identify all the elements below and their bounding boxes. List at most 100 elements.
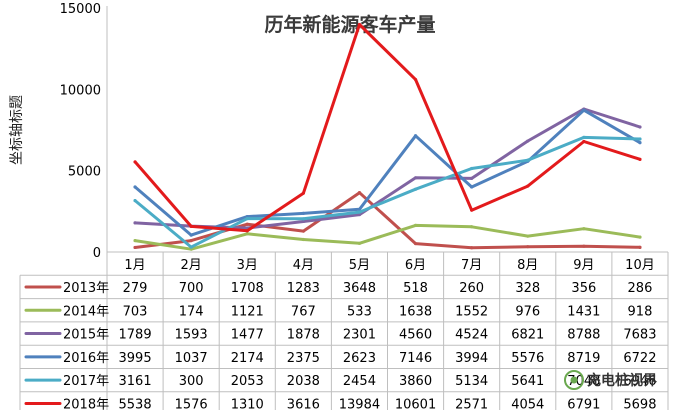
data-point [526,139,530,143]
data-point [582,227,586,231]
data-table-cell: 7683 [623,328,656,343]
data-point [582,139,586,144]
data-point [413,241,418,246]
data-table-cell: 3616 [287,397,320,410]
x-tick-label: 6月 [405,258,426,273]
data-table-cell: 3860 [399,374,432,389]
data-point [413,176,418,180]
data-table-cell: 1037 [175,351,208,366]
data-table-cell: 2174 [231,351,264,366]
data-point [638,235,642,239]
data-table-cell: 518 [403,281,428,296]
data-table-cell: 2375 [287,351,320,366]
data-table-cell: 5576 [511,351,544,366]
data-point [526,234,530,238]
data-table-cell: 279 [123,281,148,296]
data-point [526,184,530,188]
data-point [638,157,642,161]
data-table-cell: 4054 [511,397,544,410]
data-point [357,212,362,217]
data-point [301,219,305,224]
data-table-cell: 10601 [395,397,436,410]
data-point [245,232,249,236]
data-table-cell: 1593 [175,328,208,343]
data-table-cell: 2623 [343,351,376,366]
data-point [638,125,642,129]
data-point [357,241,362,245]
x-tick-label: 10月 [625,258,655,273]
data-table-cell: 286 [628,281,653,296]
data-table-cell: 5134 [455,374,488,389]
data-point [189,245,193,249]
data-table-cell: 5698 [623,397,656,410]
data-table-cell: 1431 [567,304,600,319]
legend-label: 2017年 [63,374,109,389]
watermark-logo-icon [564,370,584,390]
data-table-cell: 5538 [119,397,152,410]
data-point [133,221,137,225]
x-tick-label: 7月 [461,258,482,273]
data-table-cell: 6946 [623,374,656,389]
data-table-cell: 4524 [455,328,488,343]
data-point [301,217,305,221]
data-point [133,160,137,164]
data-point [413,223,418,227]
data-table-cell: 8788 [567,328,600,343]
data-point [357,22,362,27]
y-tick-label: 0 [93,246,101,261]
series-line-3 [133,108,642,237]
data-point [470,208,474,212]
data-table-cell: 6791 [567,397,600,410]
data-table-cell: 1878 [287,328,320,343]
data-table-cell: 533 [347,304,372,319]
data-table-cell: 1121 [231,304,264,319]
watermark-text: 充电桩视界 [587,372,658,389]
x-tick-label: 8月 [517,258,538,273]
data-table-cell: 976 [515,304,540,319]
data-point [133,198,137,203]
data-table-cell: 1576 [175,397,208,410]
data-table-cell: 8719 [567,351,600,366]
data-point [470,246,474,250]
data-point [470,166,474,171]
data-point [189,233,193,237]
data-point [526,158,530,162]
y-tick-label: 15000 [60,2,101,17]
data-table-cell: 3161 [119,374,152,389]
data-point [357,207,362,211]
data-table-cell: 5641 [511,374,544,389]
data-point [189,224,193,228]
data-point [470,225,474,229]
watermark-logo-dot [570,376,578,384]
data-table-cell: 1708 [231,281,264,296]
data-table-cell: 7146 [399,351,432,366]
data-point [245,217,249,221]
data-table-cell: 356 [571,281,596,296]
chart-title: 历年新能源客车产量 [264,13,435,36]
data-table-cell: 3994 [455,351,488,366]
data-table-cell: 6821 [511,328,544,343]
data-table-cell: 767 [291,304,316,319]
legend-label: 2016年 [63,351,109,366]
data-table-cell: 3995 [119,351,152,366]
data-point [245,229,249,233]
x-tick-label: 9月 [573,258,594,273]
data-table-cell: 1552 [455,304,488,319]
legend-label: 2014年 [63,304,109,319]
x-tick-label: 3月 [237,258,258,273]
data-point [245,222,249,226]
data-table-cell: 1477 [231,328,264,343]
data-point [301,211,305,215]
x-tick-label: 2月 [181,258,202,273]
data-table-cell: 2454 [343,374,376,389]
data-point [301,229,305,233]
data-point [413,77,418,82]
x-tick-label: 5月 [349,258,370,273]
data-table-cell: 918 [628,304,653,319]
data-table-cell: 300 [179,374,204,389]
data-point [638,245,642,249]
x-tick-label: 4月 [293,258,314,273]
series-line-4 [133,135,642,249]
data-point [638,137,642,141]
data-table-cell: 1310 [231,397,264,410]
